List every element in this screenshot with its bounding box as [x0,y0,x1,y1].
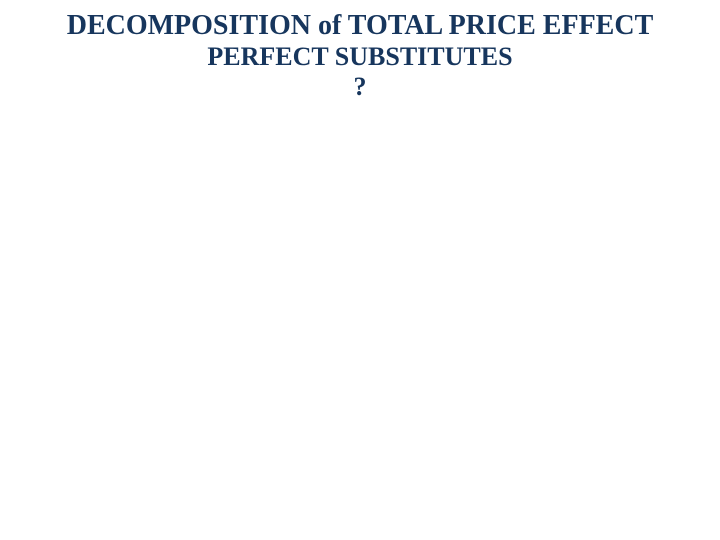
slide-container: DECOMPOSITION of TOTAL PRICE EFFECT PERF… [0,0,720,540]
title-line-1: DECOMPOSITION of TOTAL PRICE EFFECT [0,10,720,42]
title-block: DECOMPOSITION of TOTAL PRICE EFFECT PERF… [0,10,720,102]
title-line-2: PERFECT SUBSTITUTES [0,42,720,72]
title-line-3: ? [0,72,720,102]
